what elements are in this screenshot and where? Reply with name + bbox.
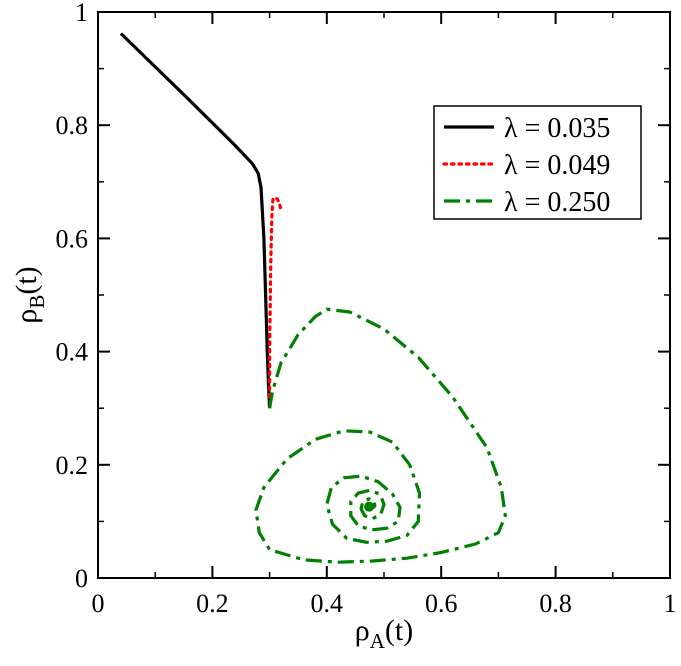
ticks-layer: 0 0.2 0.4 0.6 0.8 1 0 0.2 0.4 0.6 0.8 1: [56, 0, 677, 618]
x-tick-label: 1: [664, 589, 677, 618]
series-3-endpoint-marker: [364, 501, 375, 512]
x-tick-label: 0.6: [425, 589, 458, 618]
legend-label-3: λ = 0.250: [504, 187, 610, 218]
y-axis-label-tail: (t): [10, 266, 43, 294]
x-axis-label: ρA(t): [355, 614, 413, 653]
series-line-1: [119, 32, 272, 409]
y-tick-label: 0.6: [56, 224, 89, 253]
y-tick-label: 0.2: [56, 451, 89, 480]
x-tick-label: 0.2: [196, 589, 229, 618]
y-tick-label: 0.4: [56, 338, 89, 367]
x-axis-label-symbol: ρ: [355, 614, 370, 647]
legend-label-1: λ = 0.035: [504, 113, 610, 144]
series-line-3: [254, 307, 507, 564]
legend-label-2: λ = 0.049: [504, 150, 610, 181]
series-layer: [119, 32, 507, 564]
series-line-2: [268, 196, 283, 399]
x-axis-label-tail: (t): [385, 614, 413, 647]
x-tick-label: 0.8: [539, 589, 572, 618]
y-tick-label: 0.8: [56, 111, 89, 140]
x-tick-label: 0.4: [311, 589, 344, 618]
y-axis-label-subscript: B: [25, 295, 49, 309]
legend: λ = 0.035 λ = 0.049 λ = 0.250: [433, 105, 642, 220]
y-tick-label: 1: [75, 0, 88, 27]
x-axis-label-subscript: A: [370, 629, 386, 653]
y-axis-label-symbol: ρ: [10, 309, 43, 324]
x-tick-label: 0: [92, 589, 105, 618]
legend-items: λ = 0.035 λ = 0.049 λ = 0.250: [442, 113, 610, 218]
y-axis-label: ρB(t): [10, 266, 49, 323]
y-tick-label: 0: [75, 564, 88, 593]
